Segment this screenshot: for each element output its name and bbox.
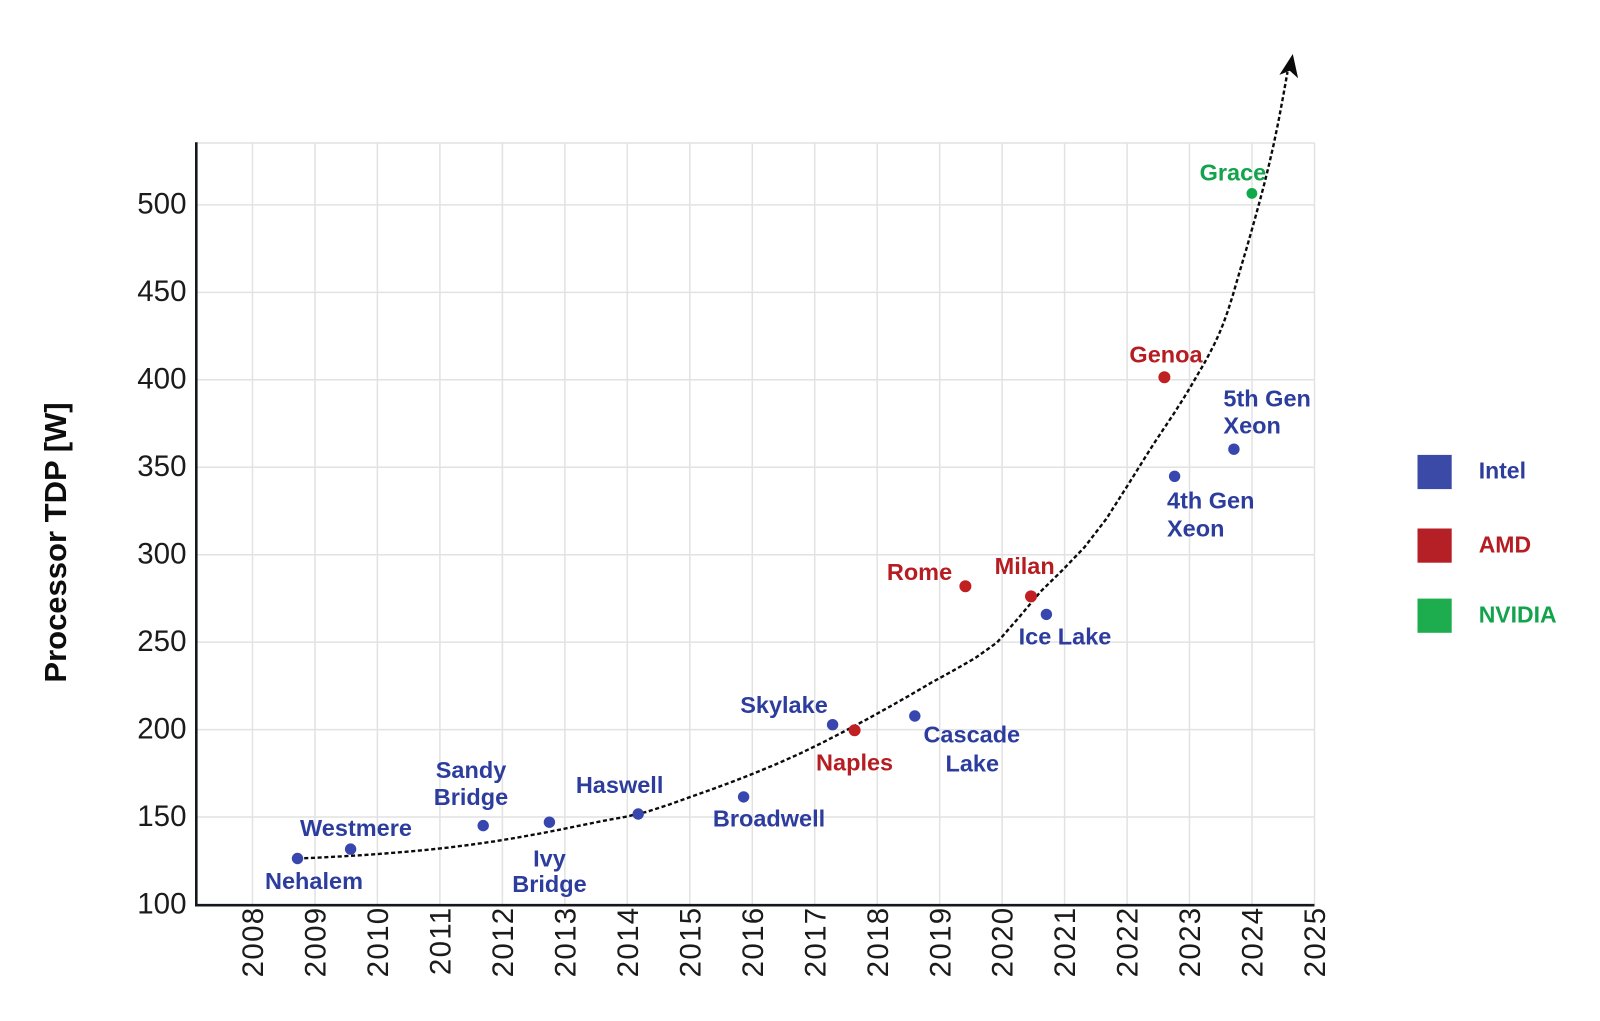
svg-text:2016: 2016	[737, 907, 770, 978]
svg-text:NVIDIA: NVIDIA	[1479, 601, 1557, 627]
svg-text:2008: 2008	[237, 907, 270, 978]
svg-text:Westmere: Westmere	[300, 815, 412, 841]
svg-text:Cascade: Cascade	[923, 722, 1020, 748]
svg-text:Broadwell: Broadwell	[713, 806, 825, 832]
svg-text:2022: 2022	[1112, 907, 1145, 978]
svg-text:Naples: Naples	[816, 749, 893, 775]
svg-text:Ivy: Ivy	[533, 846, 566, 872]
svg-text:Xeon: Xeon	[1223, 413, 1280, 439]
svg-text:350: 350	[137, 450, 186, 483]
svg-text:2014: 2014	[612, 907, 645, 978]
svg-text:4th Gen: 4th Gen	[1167, 488, 1254, 514]
svg-text:Rome: Rome	[887, 559, 952, 585]
svg-text:2011: 2011	[425, 907, 458, 976]
svg-text:2019: 2019	[924, 907, 957, 978]
svg-text:300: 300	[137, 538, 186, 571]
svg-text:2025: 2025	[1299, 907, 1332, 978]
svg-text:Haswell: Haswell	[576, 772, 664, 798]
svg-text:2010: 2010	[362, 907, 395, 978]
svg-text:2018: 2018	[862, 907, 895, 978]
svg-text:5th Gen: 5th Gen	[1223, 385, 1310, 411]
svg-text:Sandy: Sandy	[436, 757, 507, 783]
svg-text:Bridge: Bridge	[512, 871, 586, 897]
svg-text:2015: 2015	[674, 907, 707, 978]
svg-text:500: 500	[137, 188, 186, 221]
svg-text:450: 450	[137, 275, 186, 308]
svg-text:Genoa: Genoa	[1129, 342, 1203, 368]
svg-text:2024: 2024	[1237, 907, 1270, 978]
svg-text:2012: 2012	[487, 907, 520, 978]
svg-text:400: 400	[137, 363, 186, 396]
svg-text:Lake: Lake	[946, 751, 1000, 777]
svg-text:100: 100	[137, 887, 186, 920]
svg-text:Milan: Milan	[995, 553, 1055, 579]
svg-text:2021: 2021	[1049, 907, 1082, 978]
svg-text:250: 250	[137, 625, 186, 658]
svg-text:200: 200	[137, 712, 186, 745]
svg-text:Processor TDP [W]: Processor TDP [W]	[38, 402, 73, 682]
svg-text:AMD: AMD	[1479, 531, 1531, 557]
svg-text:150: 150	[137, 800, 186, 833]
svg-text:2023: 2023	[1174, 907, 1207, 978]
svg-text:Skylake: Skylake	[740, 692, 828, 718]
svg-text:Intel: Intel	[1479, 458, 1526, 484]
svg-text:2017: 2017	[799, 907, 832, 978]
svg-text:2013: 2013	[550, 907, 583, 978]
svg-text:Grace: Grace	[1200, 160, 1267, 186]
svg-text:Nehalem: Nehalem	[265, 868, 363, 894]
svg-text:2009: 2009	[300, 907, 333, 978]
svg-text:2020: 2020	[987, 907, 1020, 978]
svg-text:Xeon: Xeon	[1167, 516, 1224, 542]
svg-text:Bridge: Bridge	[434, 784, 508, 810]
svg-text:Ice Lake: Ice Lake	[1019, 623, 1112, 649]
